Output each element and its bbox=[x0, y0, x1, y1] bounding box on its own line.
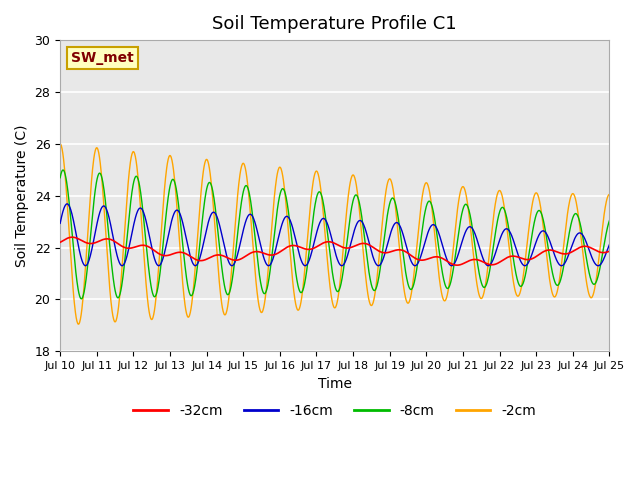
Legend: -32cm, -16cm, -8cm, -2cm: -32cm, -16cm, -8cm, -2cm bbox=[128, 399, 541, 424]
Title: Soil Temperature Profile C1: Soil Temperature Profile C1 bbox=[212, 15, 457, 33]
Text: SW_met: SW_met bbox=[71, 51, 134, 65]
Y-axis label: Soil Temperature (C): Soil Temperature (C) bbox=[15, 124, 29, 267]
X-axis label: Time: Time bbox=[318, 377, 352, 391]
